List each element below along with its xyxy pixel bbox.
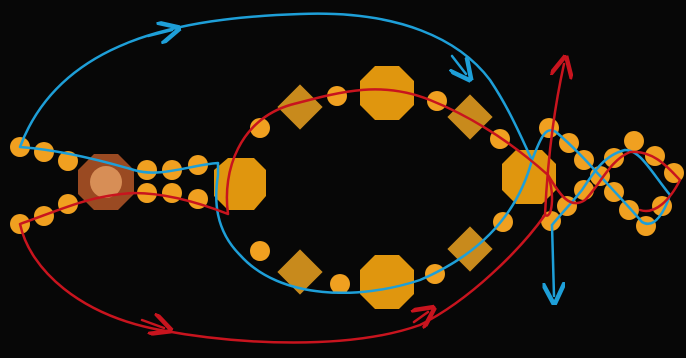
round-bead <box>250 241 270 261</box>
round-bead <box>34 142 54 162</box>
octagon-bead <box>360 66 414 120</box>
round-bead <box>58 151 78 171</box>
center-bead-core <box>90 166 122 198</box>
round-bead <box>162 183 182 203</box>
blue-thread <box>18 12 534 295</box>
octagon-bead <box>502 150 556 204</box>
red-thread-tail <box>546 150 682 213</box>
square-bead <box>447 94 493 140</box>
round-bead <box>250 118 270 138</box>
octagon-bead <box>360 255 414 309</box>
blue-arrow-top-right <box>452 54 466 74</box>
round-bead <box>137 160 157 180</box>
blue-thread-arrow-line <box>552 223 554 296</box>
threads <box>18 12 682 344</box>
round-bead <box>619 200 639 220</box>
blue-thread-tail <box>530 129 672 227</box>
round-bead <box>330 274 350 294</box>
red-thread-arrow-line <box>543 64 564 217</box>
round-bead <box>624 131 644 151</box>
red-arrow-bottom-left <box>140 320 164 328</box>
square-bead <box>447 226 493 272</box>
red-arrow-bottom-right <box>414 312 428 322</box>
octagon-bead <box>214 158 266 210</box>
blue-arrow-top-left <box>146 30 172 36</box>
round-bead <box>327 86 347 106</box>
red-thread <box>18 88 554 344</box>
